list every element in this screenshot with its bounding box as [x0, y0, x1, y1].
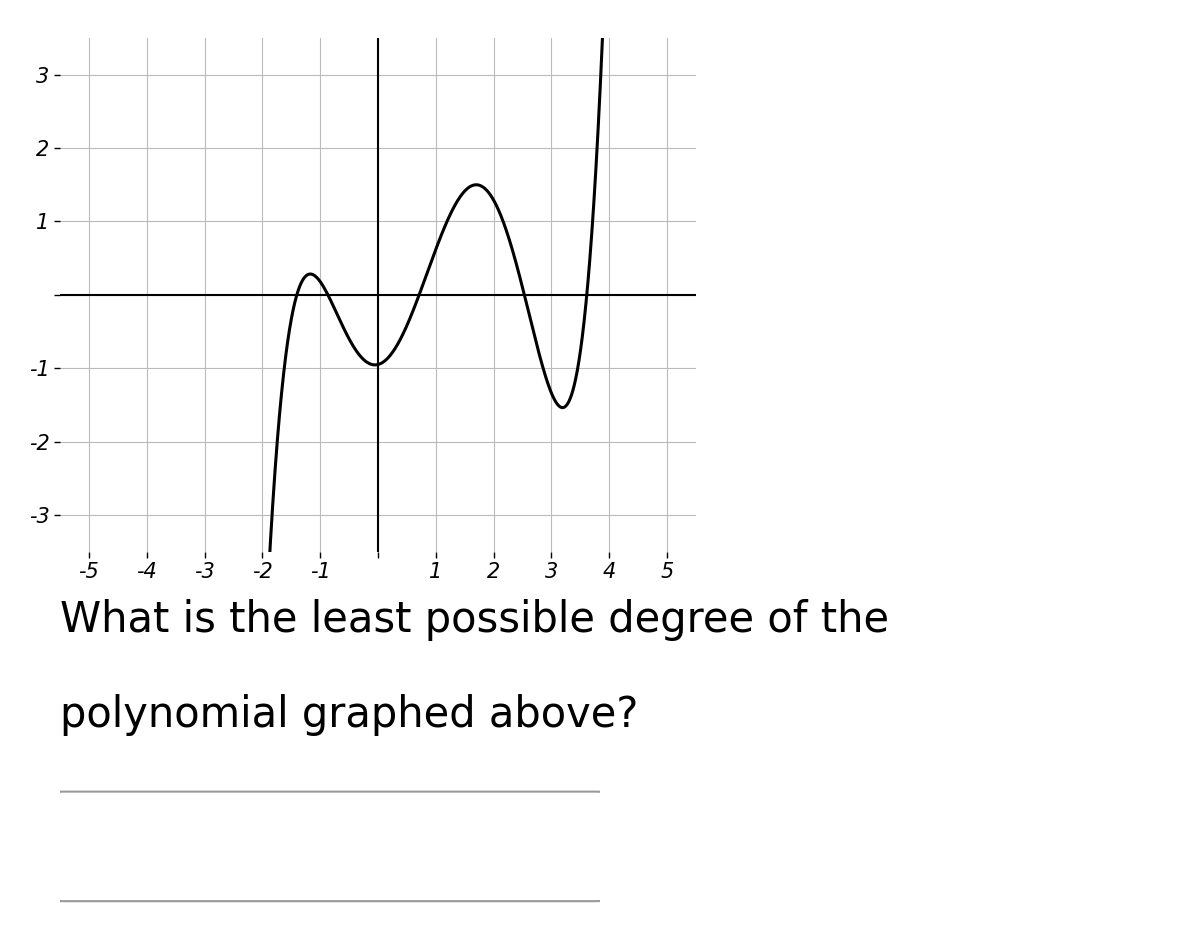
FancyBboxPatch shape	[49, 791, 611, 902]
Text: polynomial graphed above?: polynomial graphed above?	[60, 694, 638, 736]
Text: What is the least possible degree of the: What is the least possible degree of the	[60, 599, 889, 641]
